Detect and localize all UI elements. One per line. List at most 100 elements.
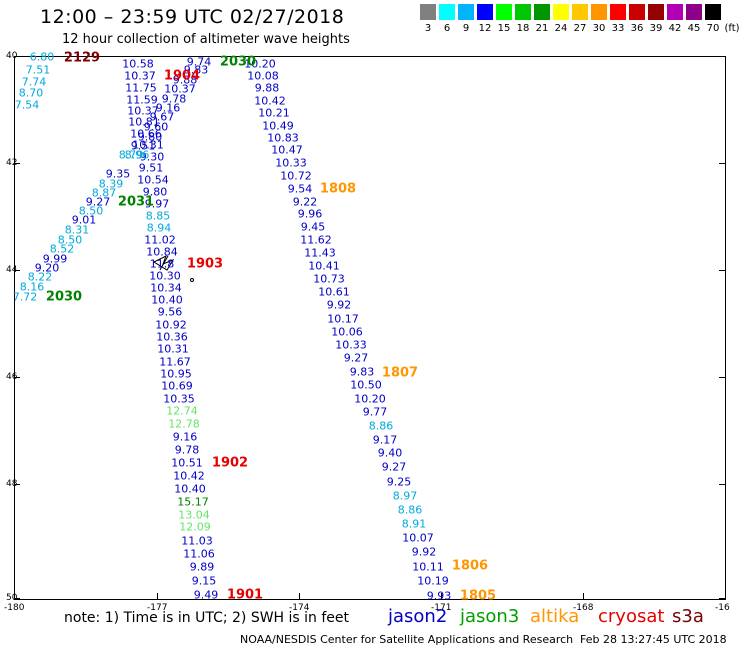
storm-symbol	[152, 254, 194, 282]
scale-label: 36	[630, 23, 644, 34]
legend-item-jason2: jason2	[388, 606, 448, 627]
pass-time-label: 2031	[117, 194, 155, 210]
pass-time-label: 1904	[163, 68, 201, 84]
wave-height-value: 10.21	[258, 106, 290, 120]
wave-height-value: 9.40	[377, 446, 403, 460]
pass-time-label: 2030	[45, 289, 83, 305]
wave-height-value: 10.37	[124, 69, 156, 83]
wave-height-value: 10.61	[318, 285, 350, 299]
scale-swatch	[439, 4, 455, 20]
wave-height-value: 10.34	[150, 281, 182, 295]
map-frame	[14, 56, 726, 600]
lat-tick-label: 48	[6, 479, 18, 489]
wave-height-value: 9.67	[149, 110, 175, 124]
pass-time-label: 1903	[186, 256, 224, 272]
wave-height-value: 12.09	[179, 520, 211, 534]
wave-height-value: 9.74	[186, 55, 212, 69]
lat-tick-label: 40	[6, 51, 18, 61]
wave-height-value: 10.84	[146, 245, 178, 259]
scale-label: 39	[649, 23, 663, 34]
wave-height-value: 10.17	[327, 312, 359, 326]
wave-height-value: 8.52	[49, 242, 75, 256]
wave-height-value: 9.92	[411, 545, 437, 559]
wave-height-value: 10.20	[354, 392, 386, 406]
lat-tick-label: 46	[6, 372, 18, 382]
wave-height-value: 10.33	[275, 156, 307, 170]
wave-height-value: 11.75	[125, 81, 157, 95]
wave-height-value: 12.78	[168, 417, 200, 431]
wave-height-value: 9.49	[193, 588, 219, 602]
scale-swatch	[534, 4, 550, 20]
scale-swatch	[572, 4, 588, 20]
wave-height-value: 9.93	[426, 589, 452, 603]
scale-swatch	[667, 4, 683, 20]
wave-height-value: 8.91	[401, 517, 427, 531]
scale-swatch	[458, 4, 474, 20]
pass-time-label: 1805	[459, 588, 497, 604]
scale-label: 30	[592, 23, 606, 34]
wave-height-value: 10.40	[151, 293, 183, 307]
wave-height-value: 10.51	[171, 456, 203, 470]
wave-height-value: 6.80	[29, 50, 55, 64]
wave-height-value: 9.89	[189, 560, 215, 574]
wave-height-value: 11.62	[300, 233, 332, 247]
wave-height-value: 10.42	[173, 469, 205, 483]
scale-label: 15	[497, 23, 511, 34]
wave-height-value: 9.45	[300, 220, 326, 234]
wave-height-value: 8.31	[64, 223, 90, 237]
scale-swatch	[420, 4, 436, 20]
wave-height-value: 7.74	[21, 75, 47, 89]
scale-swatch	[610, 4, 626, 20]
wave-height-value: 9.54	[287, 182, 313, 196]
pass-time-label: 1806	[451, 558, 489, 574]
wave-height-value: 10.20	[244, 57, 276, 71]
wave-height-value: 9.51	[138, 161, 164, 175]
pass-time-label: 2030	[219, 54, 257, 70]
scale-label: 27	[573, 23, 587, 34]
wave-height-value: 11.06	[183, 547, 215, 561]
wave-height-value: 9.88	[254, 81, 280, 95]
wave-height-value: 9.35	[105, 167, 131, 181]
chart-title: 12:00 – 23:59 UTC 02/27/2018	[40, 6, 345, 28]
wave-height-value: 10.95	[160, 367, 192, 381]
generation-timestamp: Feb 28 13:27:45 UTC 2018	[580, 633, 727, 646]
wave-height-value: 7.72	[12, 290, 38, 304]
lon-tick-label: -180	[4, 603, 25, 613]
scale-swatch	[477, 4, 493, 20]
wave-height-value: 10.36	[156, 330, 188, 344]
wave-height-value: 10.49	[262, 119, 294, 133]
scale-unit: (ft)	[724, 23, 740, 34]
wave-height-value: 10.31	[132, 138, 164, 152]
wave-height-value: 9.25	[386, 475, 412, 489]
wave-height-value: 9.96	[297, 207, 323, 221]
scale-swatch	[648, 4, 664, 20]
wave-height-value: 8.87	[91, 186, 117, 200]
wave-height-value: 9.88	[172, 73, 198, 87]
wave-height-value: 9.22	[292, 195, 318, 209]
wave-height-value: 9.80	[137, 130, 163, 144]
wave-height-value: 9.56	[157, 305, 183, 319]
wave-height-value: 10.66	[130, 127, 162, 141]
wave-height-value: 9.77	[362, 405, 388, 419]
legend-item-cryosat: cryosat	[598, 606, 665, 627]
scale-label: 6	[443, 23, 451, 34]
wave-height-value: 10.50	[350, 378, 382, 392]
wave-height-value: 8.50	[57, 233, 83, 247]
wave-height-value: 11.8	[149, 257, 175, 271]
wave-height-value: 9.16	[155, 101, 181, 115]
wave-height-value: 8.79	[118, 148, 144, 162]
scale-label: 45	[687, 23, 701, 34]
scale-swatch	[705, 4, 721, 20]
wave-height-value: 10.35	[163, 392, 195, 406]
wave-height-value: 7.54	[14, 98, 40, 112]
wave-height-value: 10.83	[267, 131, 299, 145]
wave-height-value: 10.58	[122, 57, 154, 71]
wave-height-value: 9.16	[172, 430, 198, 444]
wave-height-value: 10.47	[271, 143, 303, 157]
wave-height-value: 10.07	[402, 531, 434, 545]
scale-swatch	[629, 4, 645, 20]
pass-time-label: 1901	[226, 587, 264, 603]
wave-height-value: 8.86	[397, 503, 423, 517]
wave-height-value: 9.97	[144, 197, 170, 211]
scale-swatch	[591, 4, 607, 20]
